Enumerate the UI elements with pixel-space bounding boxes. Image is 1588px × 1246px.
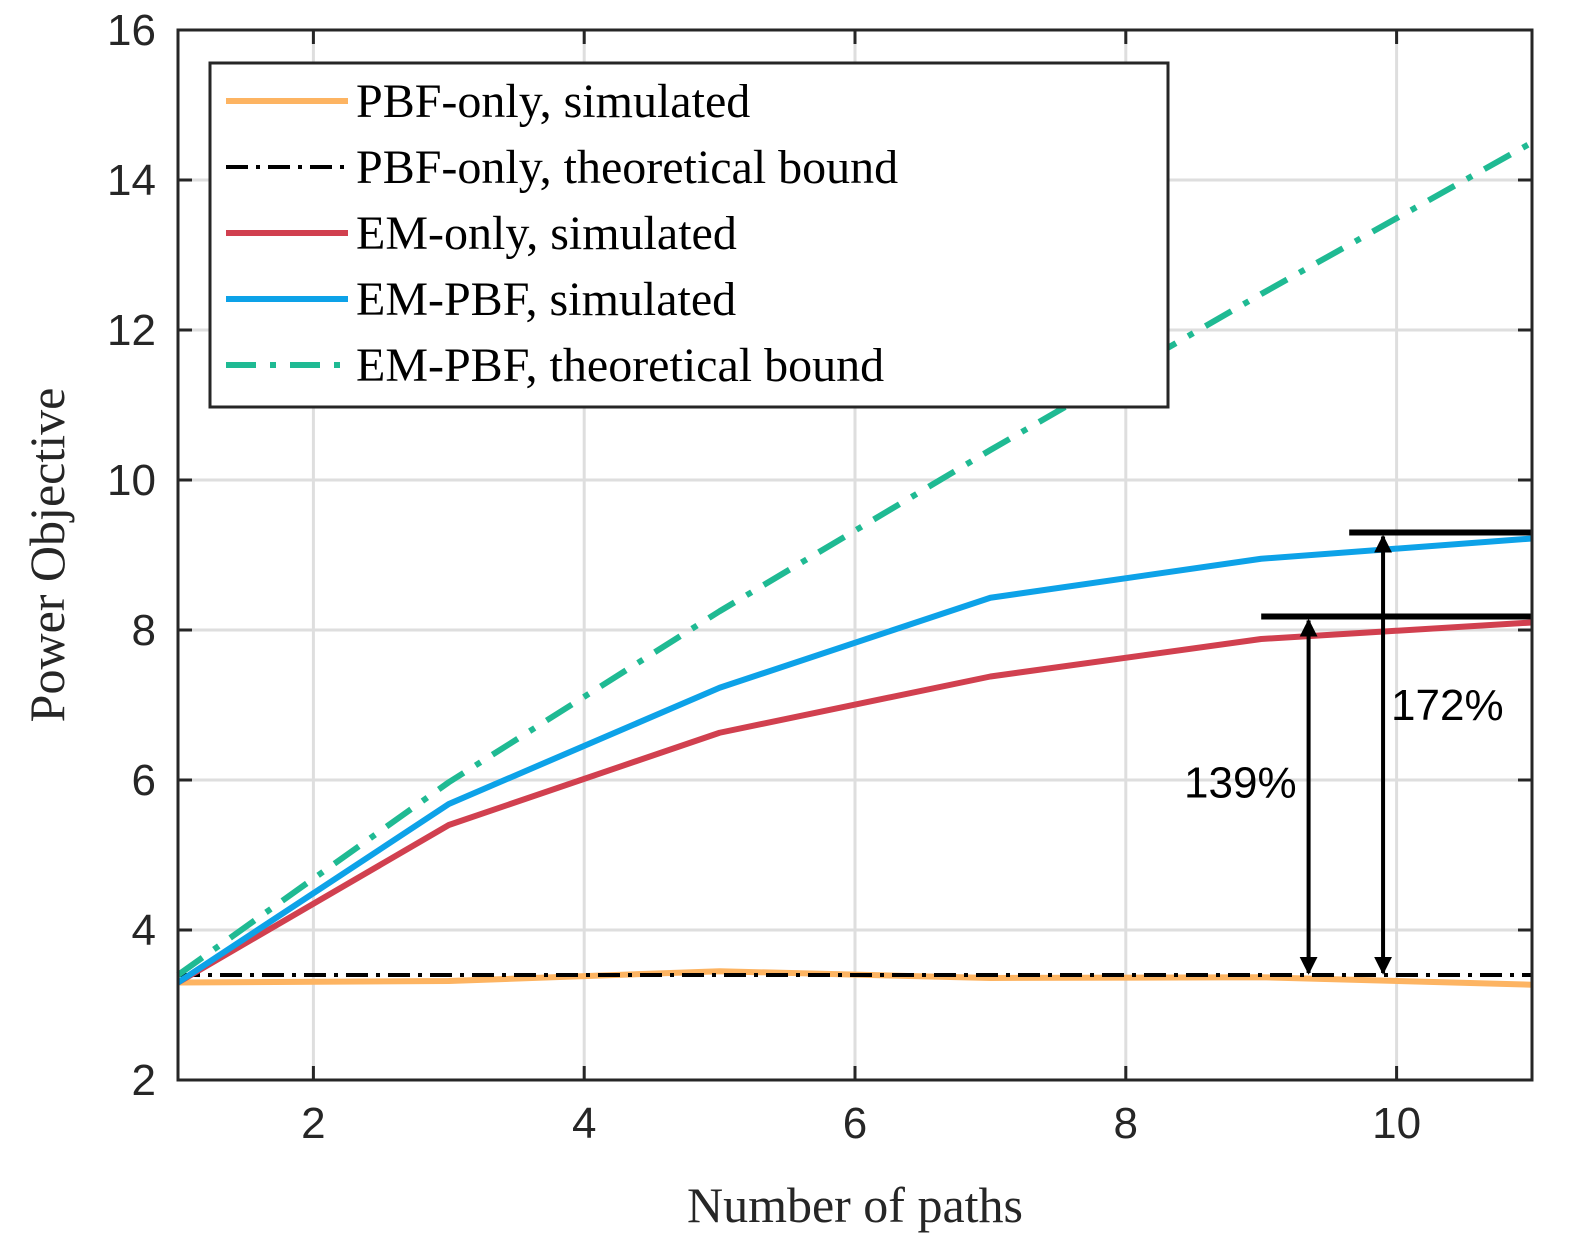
y-tick-label-4: 4 <box>132 906 156 955</box>
y-tick-label-2: 2 <box>132 1056 156 1105</box>
annotation-label-0: 139% <box>1184 758 1297 807</box>
legend-label-3: EM-PBF, simulated <box>356 273 736 326</box>
x-axis-title: Number of paths <box>687 1177 1023 1233</box>
legend-label-1: PBF-only, theoretical bound <box>356 141 898 194</box>
legend-label-2: EM-only, simulated <box>356 207 737 260</box>
legend-label-4: EM-PBF, theoretical bound <box>356 339 884 392</box>
y-tick-label-8: 8 <box>132 606 156 655</box>
legend: PBF-only, simulated PBF-only, theoretical… <box>208 61 1170 409</box>
series-line-3 <box>176 535 1533 986</box>
x-tick-label-2: 2 <box>301 1099 325 1148</box>
tick-layer: 2 4 6 8 10 2 4 6 8 10 12 14 16 <box>107 6 1532 1148</box>
annotation-label-1: 172% <box>1391 681 1504 730</box>
x-tick-label-10: 10 <box>1372 1099 1421 1148</box>
annotation-layer: 139% 172% <box>1184 529 1532 975</box>
legend-label-0: PBF-only, simulated <box>356 75 750 128</box>
y-tick-label-14: 14 <box>107 156 156 205</box>
x-tick-label-6: 6 <box>843 1099 867 1148</box>
y-tick-label-6: 6 <box>132 756 156 805</box>
y-tick-label-16: 16 <box>107 6 156 55</box>
y-tick-label-12: 12 <box>107 306 156 355</box>
y-axis-title: Power Objective <box>19 388 75 723</box>
x-tick-label-4: 4 <box>572 1099 596 1148</box>
series-line-4 <box>176 139 1534 978</box>
y-tick-label-10: 10 <box>107 456 156 505</box>
x-tick-label-8: 8 <box>1114 1099 1138 1148</box>
legend-box <box>208 61 1170 409</box>
